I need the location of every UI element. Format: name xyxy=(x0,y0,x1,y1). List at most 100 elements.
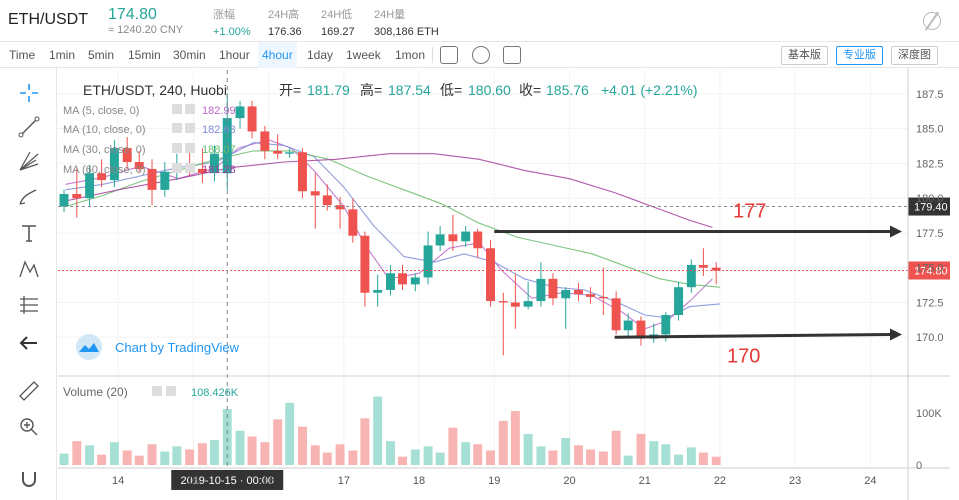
candle-body xyxy=(674,287,684,315)
volume-bar xyxy=(586,449,596,465)
candle-body xyxy=(536,278,546,302)
volume-tick-label: 100K xyxy=(916,408,942,420)
volume-bar xyxy=(335,444,345,465)
x-tick-label: 22 xyxy=(714,475,726,487)
ma10-value: 182.63 xyxy=(202,124,236,136)
stat-value: +1.00% xyxy=(213,26,251,38)
volume-bar xyxy=(435,452,445,465)
settings-icon[interactable] xyxy=(472,46,490,64)
volume-bar xyxy=(197,443,207,465)
timeframe-time[interactable]: Time xyxy=(9,48,36,62)
x-tick-label: 19 xyxy=(488,475,500,487)
change-value: +4.01 (+2.21%) xyxy=(601,82,698,98)
trend-label: 177 xyxy=(733,201,766,223)
theme-toggle-icon[interactable] xyxy=(923,12,941,30)
trend-arrowhead xyxy=(890,328,902,341)
crosshair-time-label: 2019-10-15 · 00:00 xyxy=(180,475,274,487)
candle-body xyxy=(686,264,696,288)
open-label: 开= xyxy=(279,82,301,98)
fullscreen-icon[interactable] xyxy=(503,46,521,64)
view-basic-button[interactable]: 基本版 xyxy=(781,46,828,65)
x-tick-label: 21 xyxy=(639,475,651,487)
volume-bar xyxy=(623,455,633,465)
crosshair-price-label: 179.40 xyxy=(914,202,948,214)
trend-line-icon[interactable] xyxy=(16,114,42,140)
legend-close-icon xyxy=(185,163,195,173)
candle-body xyxy=(160,171,170,190)
candle-body xyxy=(310,191,320,196)
volume-bar xyxy=(548,450,558,465)
volume-bar xyxy=(561,438,571,465)
volume-bar xyxy=(273,419,283,465)
crosshair-icon[interactable] xyxy=(16,80,42,106)
text-tool-icon[interactable] xyxy=(16,220,42,246)
back-arrow-icon[interactable] xyxy=(16,330,42,356)
brush-icon[interactable] xyxy=(16,184,42,210)
ma5-label: MA (5, close, 0) xyxy=(63,105,139,117)
volume-label: Volume (20) xyxy=(63,385,128,399)
volume-bar xyxy=(498,420,508,465)
y-tick-label: 182.5 xyxy=(916,158,944,170)
y-tick-label: 172.5 xyxy=(916,297,944,309)
timeframe-1hour[interactable]: 1hour xyxy=(219,48,250,62)
ma60-value: 181.28 xyxy=(202,164,236,176)
timeframe-4hour[interactable]: 4hour xyxy=(258,42,297,68)
volume-bar xyxy=(636,433,646,465)
volume-bar xyxy=(386,441,395,465)
candle-body xyxy=(109,148,119,181)
stat-label: 24H低 xyxy=(321,9,353,21)
candle-body xyxy=(322,195,332,206)
ruler-icon[interactable] xyxy=(16,378,42,404)
price-cny: ≈ 1240.20 CNY xyxy=(108,24,184,36)
volume-bar xyxy=(674,454,684,465)
open-value: 181.79 xyxy=(307,82,350,98)
legend-settings-icon xyxy=(172,104,182,114)
volume-bar xyxy=(260,442,270,465)
candle-body xyxy=(611,298,621,331)
volume-bar xyxy=(523,433,533,465)
candle-body xyxy=(373,289,383,293)
volume-bar xyxy=(235,430,245,465)
candle-body xyxy=(273,150,283,154)
view-pro-button[interactable]: 专业版 xyxy=(836,46,883,65)
timeframe-1week[interactable]: 1week xyxy=(346,48,381,62)
volume-bar xyxy=(423,446,433,465)
crosshair-price-tag xyxy=(908,197,950,216)
x-tick-label: 20 xyxy=(563,475,575,487)
timeframe-1day[interactable]: 1day xyxy=(307,48,334,62)
candle-body xyxy=(711,267,721,271)
low-label: 低= xyxy=(440,82,462,98)
close-label: 收= xyxy=(519,82,541,98)
timeframe-1min[interactable]: 1min xyxy=(49,48,76,62)
view-depth-button[interactable]: 深度图 xyxy=(891,46,938,65)
magnet-icon[interactable] xyxy=(16,466,42,492)
measure-icon[interactable] xyxy=(16,292,42,318)
legend-close-icon xyxy=(185,143,195,153)
candle-body xyxy=(297,152,307,192)
timeframe-30min[interactable]: 30min xyxy=(173,48,206,62)
candle-body xyxy=(523,301,533,307)
timeframe-15min[interactable]: 15min xyxy=(128,48,161,62)
stat-label: 24H高 xyxy=(268,9,300,21)
candle-body xyxy=(260,131,270,151)
zoom-in-icon[interactable] xyxy=(16,414,42,440)
chart-type-icon[interactable] xyxy=(440,46,458,64)
legend-settings-icon xyxy=(172,123,182,133)
watermark-text: Chart by TradingView xyxy=(115,340,240,355)
x-tick-label: 17 xyxy=(338,475,350,487)
volume-bar xyxy=(686,447,696,465)
candle-body xyxy=(698,264,708,268)
pattern-icon[interactable] xyxy=(16,256,42,282)
volume-bar xyxy=(172,446,182,465)
volume-bar xyxy=(574,445,584,465)
candle-body xyxy=(423,245,433,278)
volume-bar xyxy=(209,440,219,465)
timeframe-5min[interactable]: 5min xyxy=(88,48,115,62)
timeframe-1mon[interactable]: 1mon xyxy=(395,48,426,62)
volume-bar xyxy=(247,436,257,465)
candle-body xyxy=(209,153,219,174)
volume-bar xyxy=(147,444,157,465)
fib-fan-icon[interactable] xyxy=(16,148,42,174)
